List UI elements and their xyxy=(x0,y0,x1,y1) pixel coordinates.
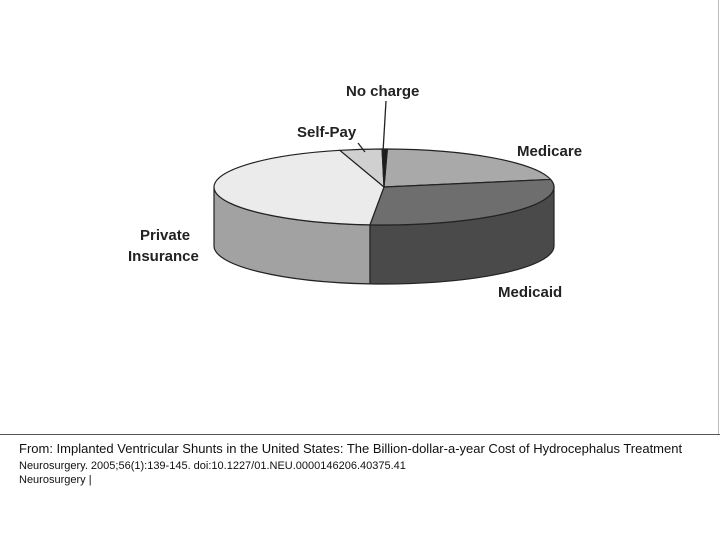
pie-chart: No charge Self-Pay Medicare Private Insu… xyxy=(128,83,582,301)
caption-journal: Neurosurgery | xyxy=(19,474,92,486)
caption-block: From: Implanted Ventricular Shunts in th… xyxy=(19,441,709,487)
label-medicaid: Medicaid xyxy=(498,284,562,301)
label-selfpay: Self-Pay xyxy=(297,124,357,141)
selfpay-leader-line xyxy=(357,142,366,153)
label-nocharge: No charge xyxy=(346,83,419,100)
label-medicare: Medicare xyxy=(517,143,582,160)
slice-top-medicare xyxy=(383,148,552,188)
slice-top-private-insurance xyxy=(213,149,385,226)
figure-panel: No charge Self-Pay Medicare Private Insu… xyxy=(128,0,719,434)
caption-divider xyxy=(0,434,720,435)
pie-top-group xyxy=(213,148,555,226)
slice-top-no-charge xyxy=(381,148,388,188)
caption-citation: Neurosurgery. 2005;56(1):139-145. doi:10… xyxy=(19,460,406,472)
nocharge-leader-line xyxy=(382,100,387,153)
caption-source-title: From: Implanted Ventricular Shunts in th… xyxy=(19,441,683,456)
slice-top-medicaid xyxy=(369,178,555,226)
label-private-line2: Insurance xyxy=(128,248,199,265)
label-private-line1: Private xyxy=(140,227,190,244)
